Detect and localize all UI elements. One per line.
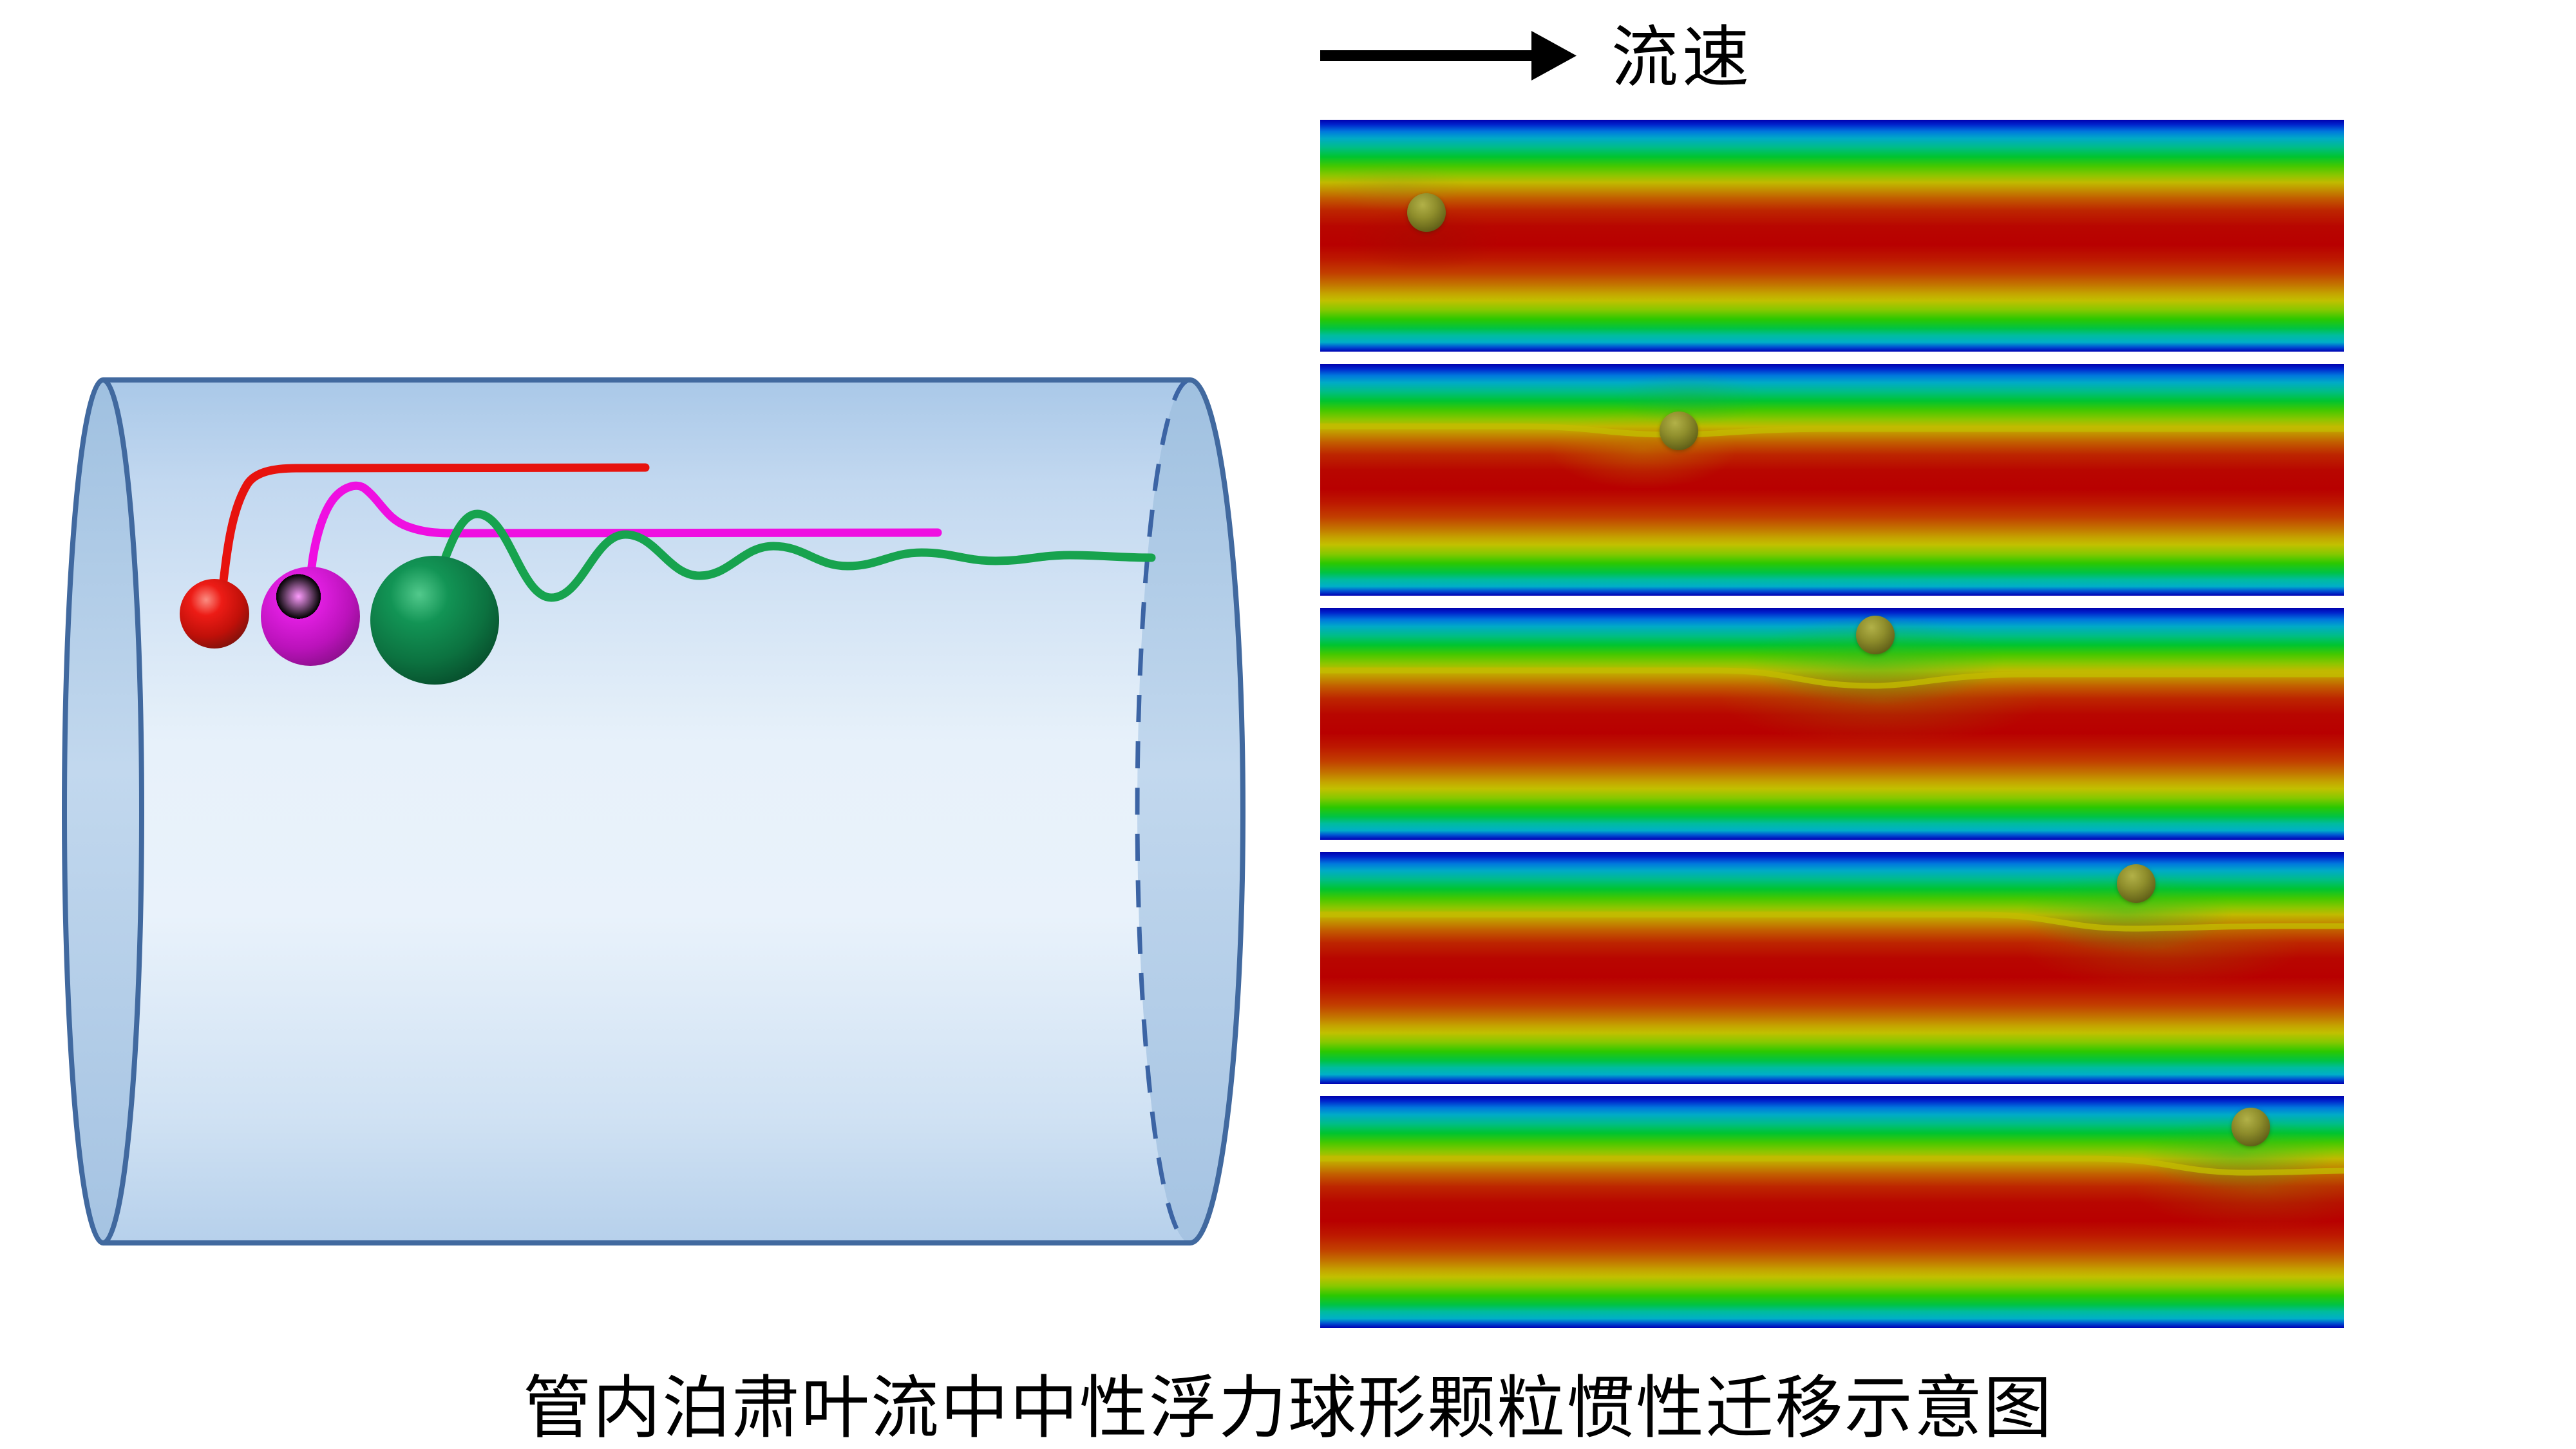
distorted-contour-line	[1320, 423, 2344, 438]
flow-panel-5	[1320, 1096, 2344, 1328]
flow-panel-2	[1320, 364, 2344, 596]
flow-perturbation-overlay	[1320, 1116, 2344, 1229]
flow-panel-1	[1320, 120, 2344, 352]
flow-wake	[1614, 372, 1763, 426]
flow-panels-stack	[1320, 120, 2344, 1328]
flow-direction-label: 流速	[1611, 21, 1754, 95]
flow-wake	[1330, 161, 1466, 213]
pipe-right-cap	[1137, 380, 1243, 1243]
flow-perturbation-overlay	[1330, 161, 1501, 272]
small-red-sphere	[180, 579, 249, 649]
flow-perturbation-overlay	[1320, 372, 2344, 489]
trajectory-medium-sphere	[307, 481, 942, 578]
distorted-contour-line	[1320, 667, 2344, 689]
flow-perturbation-overlay	[1320, 872, 2344, 988]
figure-caption: 管内泊肃叶流中中性浮力球形颗粒惯性迁移示意图	[523, 1371, 2053, 1446]
pipe-left-cap	[62, 377, 144, 1245]
trajectory-small-sphere	[218, 463, 650, 591]
flow-wake	[2023, 907, 2301, 988]
flow-perturbation-overlay	[1320, 616, 2344, 745]
medium-magenta-sphere	[261, 567, 360, 666]
pipe-diagram	[62, 377, 1245, 1245]
pipe-right-cap-visible-edge	[1189, 377, 1245, 1245]
flow-wake	[1720, 654, 2043, 745]
flow-wake	[1346, 207, 1501, 272]
distorted-contour-line	[1320, 911, 2344, 932]
migrating-particle	[1855, 616, 1895, 655]
flow-panel-4	[1320, 852, 2344, 1084]
pipe-body	[103, 380, 1190, 1243]
migrating-particle	[2117, 864, 2156, 903]
migrating-particle	[2231, 1107, 2271, 1146]
migrating-particle	[1659, 412, 1698, 451]
migrating-particle	[1407, 193, 1446, 232]
distorted-contour-line	[1320, 1155, 2344, 1176]
large-green-sphere	[370, 556, 499, 685]
flow-panel-3	[1320, 608, 2344, 840]
trajectory-large-sphere	[440, 509, 1156, 602]
flow-direction-annotation: 流速	[1307, 13, 1887, 116]
pipe-right-cap-hidden-edge	[1135, 377, 1191, 1245]
flow-direction-arrow-icon	[1320, 31, 1577, 80]
